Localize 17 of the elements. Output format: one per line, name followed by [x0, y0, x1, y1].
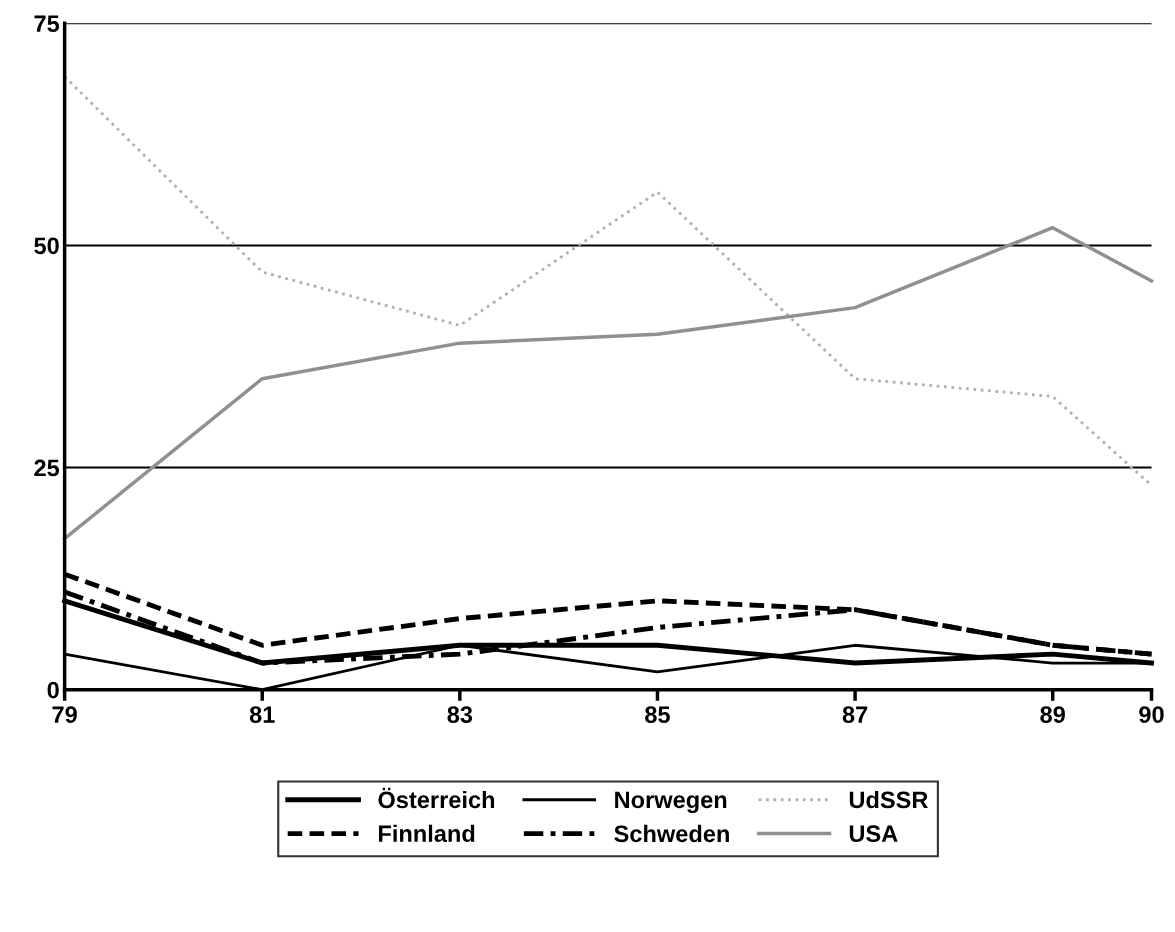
legend-label: Finnland	[379, 824, 475, 843]
legend-label: Norwegen	[615, 791, 727, 814]
y-tick-label: 75	[34, 15, 60, 33]
x-tick-label: 83	[447, 706, 473, 724]
x-tick-label: 79	[52, 706, 77, 723]
legend-label: Österreich	[378, 787, 495, 809]
x-tick-label: 87	[842, 706, 868, 723]
x-tick-label: 85	[645, 706, 670, 723]
y-tick-label: 25	[34, 459, 60, 477]
legend-label: USA	[849, 825, 898, 843]
legend-label: UdSSR	[849, 790, 928, 809]
y-tick-label: 0	[47, 681, 59, 699]
y-tick-label: 50	[34, 237, 59, 255]
legend-label: Schweden	[614, 824, 729, 843]
x-tick-label: 89	[1040, 706, 1065, 723]
x-tick-label: 90	[1139, 706, 1164, 723]
x-tick-label: 81	[249, 706, 275, 723]
